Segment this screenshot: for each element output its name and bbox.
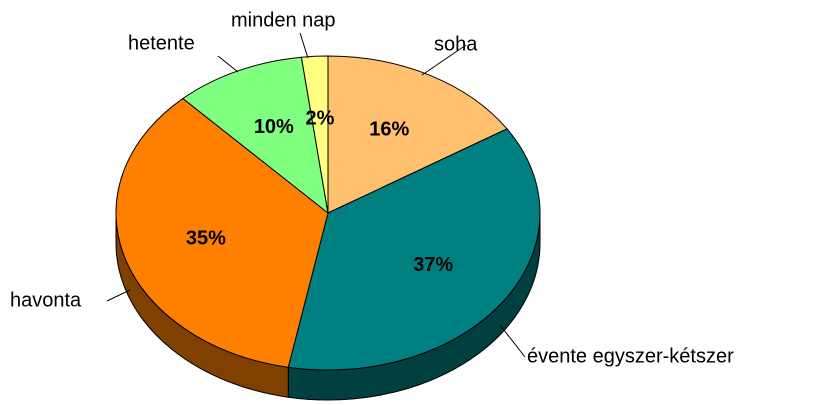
leader-line [499,324,526,358]
category-label: hetente [128,32,195,54]
category-label: minden nap [231,9,336,31]
leader-line [217,55,239,73]
value-label: 16% [369,119,409,141]
pie-slice [300,55,329,214]
category-label: havonta [10,289,82,311]
leader-line [106,289,131,302]
pie-slice [287,128,541,371]
leader-line [299,32,309,59]
pie-slice [182,56,329,215]
value-label: 37% [413,254,453,276]
leader-line [421,44,467,76]
value-label: 2% [306,107,335,129]
value-label: 35% [186,228,226,250]
category-label: soha [434,33,478,55]
pie-slice [115,97,329,368]
category-label: évente egyszer-kétszer [527,345,734,367]
pie-slice [327,55,508,214]
value-label: 10% [254,116,294,138]
